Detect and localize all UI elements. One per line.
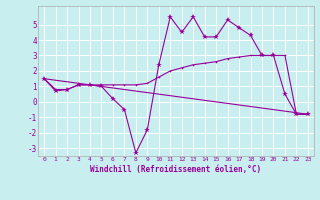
X-axis label: Windchill (Refroidissement éolien,°C): Windchill (Refroidissement éolien,°C) [91,165,261,174]
